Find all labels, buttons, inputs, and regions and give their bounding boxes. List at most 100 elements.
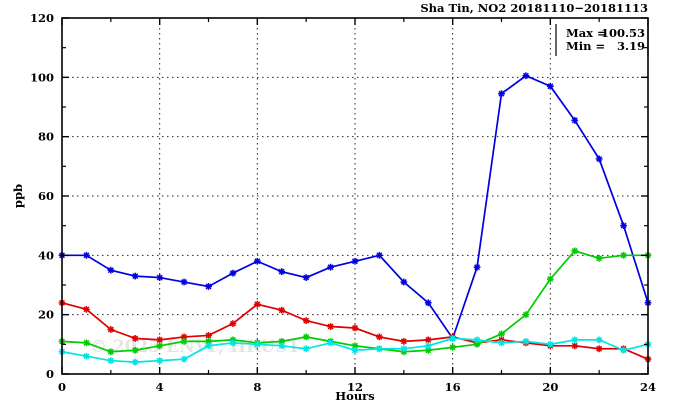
max-label: Max = — [566, 26, 607, 40]
data-point-marker — [156, 274, 164, 281]
data-point-marker — [498, 339, 505, 347]
data-point-marker — [546, 340, 554, 348]
data-point-marker — [449, 343, 457, 351]
data-point-marker — [83, 251, 90, 259]
data-point-marker — [620, 251, 627, 259]
data-point-marker — [156, 336, 164, 344]
data-point-marker — [400, 278, 408, 286]
data-point-marker — [131, 358, 139, 366]
data-point-marker — [571, 342, 579, 350]
data-point-marker — [473, 336, 481, 344]
data-point-marker — [131, 272, 139, 280]
y-axis-title: ppb — [11, 184, 25, 208]
data-point-marker — [229, 320, 237, 327]
x-axis-title: Hours — [335, 389, 374, 403]
data-point-marker — [498, 330, 505, 338]
axis-tick-labels: 0 20 40 60 80 100 120 0 4 8 12 16 20 24 — [30, 11, 656, 394]
data-point-marker — [571, 336, 579, 344]
data-point-marker — [253, 340, 261, 348]
data-point-marker — [278, 268, 286, 276]
stats-annotation-box: Max = 100.53 Min = 3.19 — [566, 26, 645, 53]
max-value: 100.53 — [601, 26, 645, 40]
data-point-marker — [107, 348, 115, 356]
data-point-marker — [400, 345, 408, 353]
data-point-marker — [571, 116, 579, 124]
axis-ticks — [61, 17, 649, 375]
data-point-marker — [376, 251, 383, 259]
data-point-marker — [302, 317, 310, 324]
data-point-marker — [302, 274, 310, 281]
data-point-marker — [205, 283, 212, 290]
x-tick-label: 12 — [347, 380, 363, 394]
data-point-marker — [376, 345, 383, 353]
data-point-marker — [546, 275, 554, 283]
chart-title: Sha Tin, NO2 20181110−20181113 — [420, 1, 648, 15]
data-point-marker — [522, 72, 530, 80]
data-point-marker — [83, 305, 90, 313]
data-point-marker — [424, 336, 432, 344]
data-point-marker — [351, 342, 359, 350]
data-point-marker — [180, 355, 188, 363]
data-point-marker — [595, 155, 603, 163]
data-point-marker — [107, 266, 115, 274]
data-point-marker — [595, 254, 603, 262]
data-point-marker — [229, 339, 237, 347]
x-tick-label: 4 — [156, 380, 164, 394]
data-point-marker — [302, 345, 310, 353]
data-point-marker — [522, 311, 530, 319]
data-point-marker — [327, 339, 334, 347]
data-point-marker — [424, 299, 432, 307]
data-point-marker — [473, 263, 481, 271]
data-point-marker — [205, 332, 212, 339]
x-tick-label: 8 — [253, 380, 261, 394]
data-point-marker — [327, 323, 334, 330]
y-tick-label: 120 — [30, 11, 54, 25]
data-point-marker — [83, 352, 90, 360]
data-point-marker — [522, 337, 530, 345]
data-point-marker — [205, 342, 212, 350]
y-tick-label: 60 — [38, 189, 54, 203]
data-point-marker — [278, 342, 286, 350]
data-point-marker — [376, 333, 383, 341]
data-point-marker — [571, 247, 579, 255]
data-point-marker — [620, 222, 627, 230]
data-point-marker — [107, 357, 115, 365]
data-point-marker — [498, 90, 505, 98]
data-point-marker — [278, 306, 286, 314]
data-point-marker — [449, 335, 457, 342]
data-point-marker — [278, 337, 286, 345]
data-point-marker — [83, 339, 90, 347]
data-point-marker — [400, 337, 408, 345]
min-label: Min = — [566, 39, 605, 53]
data-point-marker — [229, 269, 237, 277]
data-point-marker — [156, 342, 164, 350]
data-point-marker — [351, 346, 359, 354]
x-tick-label: 0 — [58, 380, 66, 394]
data-point-marker — [253, 300, 261, 308]
data-point-marker — [595, 345, 603, 353]
data-point-marker — [620, 346, 627, 354]
stats-box-border — [555, 24, 649, 56]
data-point-marker — [253, 257, 261, 265]
data-point-marker — [351, 324, 359, 332]
data-series-layer — [58, 72, 652, 366]
x-tick-label: 16 — [445, 380, 461, 394]
min-value: 3.19 — [617, 39, 645, 53]
y-tick-label: 20 — [38, 308, 54, 322]
data-point-marker — [156, 357, 164, 365]
data-point-marker — [302, 333, 310, 341]
x-tick-label: 20 — [542, 380, 558, 394]
data-point-marker — [327, 263, 334, 271]
data-point-marker — [424, 346, 432, 354]
y-tick-label: 100 — [30, 70, 54, 84]
data-point-marker — [546, 82, 554, 90]
y-tick-label: 0 — [46, 367, 54, 381]
data-point-marker — [131, 335, 139, 342]
y-tick-label: 40 — [38, 248, 54, 262]
data-point-marker — [595, 336, 603, 344]
data-point-marker — [351, 257, 359, 265]
data-point-marker — [180, 278, 188, 286]
data-point-marker — [131, 346, 139, 354]
